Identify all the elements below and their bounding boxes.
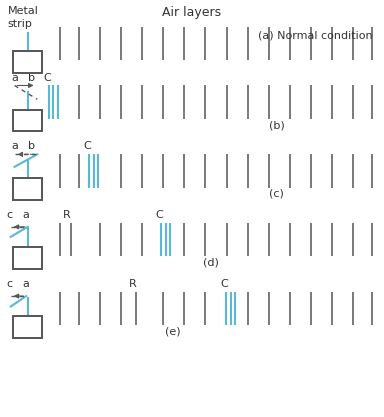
Text: (c): (c) [269, 189, 284, 199]
Bar [13, 178, 42, 200]
Bar [13, 247, 42, 269]
Text: (d): (d) [203, 258, 219, 268]
Text: C: C [84, 141, 91, 151]
Text: R: R [63, 210, 71, 220]
Text: C: C [156, 210, 163, 220]
Text: b: b [28, 141, 35, 151]
Text: a: a [11, 73, 18, 83]
Text: a: a [11, 141, 18, 151]
Text: (e): (e) [165, 327, 180, 337]
Text: (b): (b) [268, 120, 285, 130]
Bar [13, 51, 42, 73]
Text: C: C [43, 73, 51, 83]
Text: c: c [7, 210, 13, 220]
Text: Metal
strip: Metal strip [8, 6, 38, 29]
Text: Air layers: Air layers [162, 6, 222, 19]
Text: R: R [129, 279, 136, 289]
Text: c: c [7, 279, 13, 289]
Text: a: a [23, 279, 30, 289]
Text: C: C [221, 279, 228, 289]
Text: (a) Normal condition: (a) Normal condition [258, 30, 372, 40]
Bar [13, 110, 42, 131]
Text: b: b [28, 73, 35, 83]
Bar [13, 316, 42, 338]
Text: a: a [23, 210, 30, 220]
